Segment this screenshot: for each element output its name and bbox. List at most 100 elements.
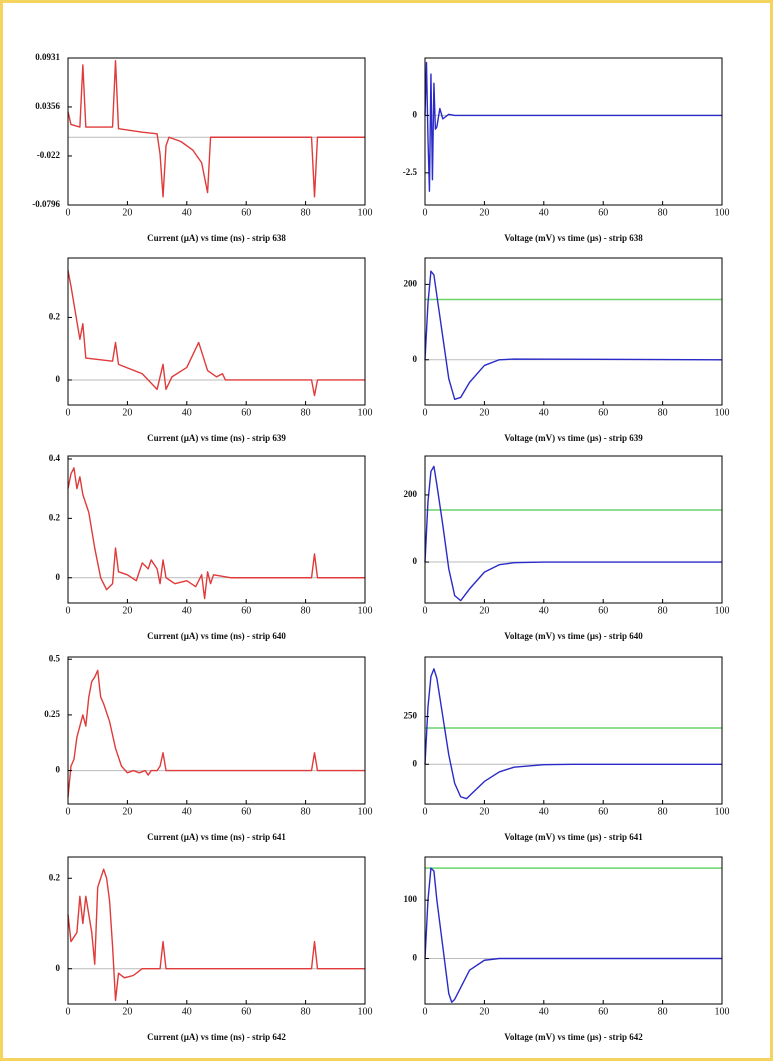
y-tick-label: 200	[404, 489, 418, 499]
data-line	[67, 270, 365, 397]
x-tick-label: 40	[539, 1006, 549, 1017]
x-tick-label: 60	[241, 1006, 251, 1017]
x-tick-label: 100	[358, 407, 373, 418]
plot-frame	[67, 656, 366, 805]
x-tick-label: 60	[241, 605, 251, 616]
x-tick-label: 0	[423, 806, 428, 817]
x-tick-label: 60	[598, 207, 608, 218]
x-tick-label: 40	[182, 1006, 192, 1017]
x-tick-label: 20	[122, 806, 132, 817]
x-tick-label: 20	[479, 407, 489, 418]
x-tick-label: 0	[66, 806, 71, 817]
x-tick-label: 40	[182, 407, 192, 418]
y-tick-label: 100	[404, 894, 418, 904]
y-tick-label: 0	[56, 765, 61, 775]
y-tick-label: 0.25	[44, 709, 60, 719]
x-tick-label: 100	[715, 605, 730, 616]
plot-frame	[67, 257, 366, 406]
x-tick-label: 100	[715, 407, 730, 418]
y-tick-label: -0.0796	[32, 199, 60, 209]
x-tick-label: 0	[423, 605, 428, 616]
x-tick-label: 20	[122, 1006, 132, 1017]
y-tick-label: 250	[404, 711, 418, 721]
x-tick-label: 20	[122, 605, 132, 616]
y-tick-label: 0	[413, 109, 418, 119]
x-tick-label: 80	[658, 806, 668, 817]
x-tick-label: 80	[301, 605, 311, 616]
x-tick-label: 0	[66, 407, 71, 418]
y-tick-label: 0.2	[49, 311, 61, 321]
x-tick-label: 60	[241, 806, 251, 817]
x-tick-label: 20	[479, 207, 489, 218]
x-tick-label: 40	[182, 806, 192, 817]
x-tick-label: 60	[241, 407, 251, 418]
x-tick-label: 40	[539, 605, 549, 616]
x-tick-label: 100	[358, 207, 373, 218]
chart-caption: Voltage (mV) vs time (µs) - strip 638	[504, 233, 643, 243]
x-tick-label: 0	[423, 407, 428, 418]
plot-frame	[424, 455, 723, 604]
y-tick-label: 0	[413, 953, 418, 963]
plot-frame	[67, 57, 366, 206]
x-tick-label: 60	[598, 806, 608, 817]
plot-frame	[424, 57, 723, 206]
x-tick-label: 100	[358, 1006, 373, 1017]
x-tick-label: 40	[539, 806, 549, 817]
x-tick-label: 100	[715, 207, 730, 218]
y-tick-label: 0	[413, 556, 418, 566]
x-tick-label: 60	[241, 207, 251, 218]
data-line	[424, 270, 723, 401]
chart-caption: Current (µA) vs time (ns) - strip 642	[147, 1032, 286, 1042]
data-line	[67, 467, 365, 600]
x-tick-label: 100	[715, 806, 730, 817]
y-tick-label: 0	[56, 572, 61, 582]
x-tick-label: 0	[66, 1006, 71, 1017]
y-tick-label: 0.0356	[35, 101, 60, 111]
x-tick-label: 60	[598, 407, 608, 418]
data-line	[424, 668, 722, 800]
plot-frame	[67, 856, 366, 1005]
x-tick-label: 80	[658, 605, 668, 616]
x-tick-label: 40	[539, 407, 549, 418]
x-tick-label: 20	[122, 407, 132, 418]
x-tick-label: 80	[301, 407, 311, 418]
x-tick-label: 80	[658, 207, 668, 218]
x-tick-label: 80	[301, 806, 311, 817]
x-tick-label: 20	[479, 1006, 489, 1017]
x-tick-label: 40	[182, 605, 192, 616]
y-tick-label: 0.2	[49, 872, 61, 882]
x-tick-label: 0	[423, 207, 428, 218]
data-line	[67, 868, 365, 1002]
chart-caption: Current (µA) vs time (ns) - strip 639	[147, 433, 286, 443]
data-line	[67, 669, 365, 798]
data-line	[424, 465, 722, 602]
plot-frame	[424, 856, 723, 1005]
y-tick-label: 200	[404, 278, 418, 288]
x-tick-label: 40	[182, 207, 192, 218]
x-tick-label: 0	[66, 207, 71, 218]
chart-caption: Current (µA) vs time (ns) - strip 640	[147, 631, 286, 641]
x-tick-label: 40	[539, 207, 549, 218]
x-tick-label: 20	[122, 207, 132, 218]
chart-caption: Current (µA) vs time (ns) - strip 641	[147, 832, 286, 842]
y-tick-label: -0.022	[37, 150, 61, 160]
x-tick-label: 80	[301, 207, 311, 218]
chart-caption: Voltage (mV) vs time (µs) - strip 641	[504, 832, 643, 842]
x-tick-label: 60	[598, 605, 608, 616]
plot-frame	[67, 455, 366, 604]
x-tick-label: 0	[423, 1006, 428, 1017]
x-tick-label: 100	[358, 605, 373, 616]
y-tick-label: 0.5	[49, 653, 61, 663]
x-tick-label: 100	[358, 806, 373, 817]
chart-caption: Voltage (mV) vs time (µs) - strip 639	[504, 433, 643, 443]
y-tick-label: 0.0931	[35, 52, 60, 62]
y-tick-label: -2.5	[403, 167, 418, 177]
chart-caption: Voltage (mV) vs time (µs) - strip 640	[504, 631, 643, 641]
y-tick-label: 0	[56, 374, 61, 384]
x-tick-label: 80	[658, 1006, 668, 1017]
x-tick-label: 80	[658, 407, 668, 418]
plot-frame	[424, 257, 723, 406]
x-tick-label: 80	[301, 1006, 311, 1017]
